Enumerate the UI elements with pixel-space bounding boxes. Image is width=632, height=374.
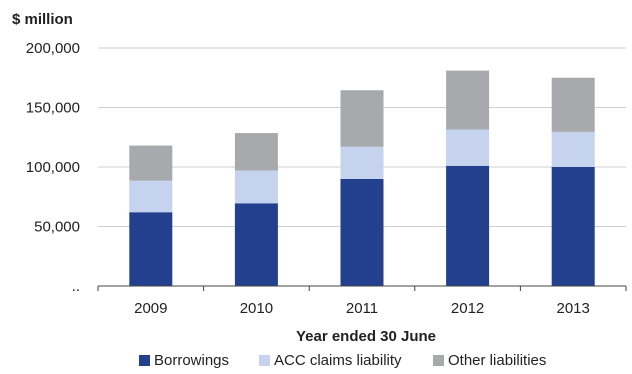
legend-label-1: ACC claims liability	[274, 352, 402, 369]
x-tick-label-2010: 2010	[240, 300, 273, 317]
legend-swatch-0	[139, 355, 150, 366]
bar-segment-other-liabilities-2009	[129, 145, 173, 181]
bar-segment-other-liabilities-2013	[551, 77, 595, 132]
bar-segment-borrowings-2010	[234, 203, 278, 286]
legend-swatch-2	[433, 355, 444, 366]
y-tick-label: 150,000	[26, 100, 80, 117]
y-unit-label: $ million	[12, 11, 73, 28]
y-tick-label: 100,000	[26, 159, 80, 176]
legend: Borrowings ACC claims liability Other liab…	[139, 352, 546, 369]
x-axis-ticks: 2009 2010 2011 2012 2013	[97, 286, 627, 317]
bar-segment-acc-claims-liability-2009	[129, 180, 173, 213]
bar-segment-other-liabilities-2012	[446, 70, 490, 130]
bar-segment-other-liabilities-2010	[234, 133, 278, 171]
bar-segment-borrowings-2011	[340, 178, 384, 286]
legend-label-0: Borrowings	[154, 352, 229, 369]
bar-segment-borrowings-2013	[551, 167, 595, 286]
bar-segment-acc-claims-liability-2013	[551, 131, 595, 167]
y-tick-label: ..	[72, 278, 80, 295]
bar-segment-acc-claims-liability-2010	[234, 170, 278, 204]
y-tick-label: 50,000	[34, 219, 80, 236]
x-tick-label-2009: 2009	[134, 300, 167, 317]
bar-segment-other-liabilities-2011	[340, 90, 384, 147]
y-axis-ticks: .. 50,000 100,000 150,000 200,000	[26, 40, 80, 295]
legend-swatch-1	[259, 355, 270, 366]
bar-segment-borrowings-2012	[446, 165, 490, 286]
legend-label-2: Other liabilities	[448, 352, 546, 369]
bar-segment-borrowings-2009	[129, 212, 173, 286]
bar-segment-acc-claims-liability-2012	[446, 129, 490, 166]
x-tick-label-2011: 2011	[346, 300, 378, 317]
x-tick-label-2013: 2013	[557, 300, 590, 317]
x-tick-label-2012: 2012	[451, 300, 484, 317]
bar-segment-acc-claims-liability-2011	[340, 146, 384, 179]
y-tick-label: 200,000	[26, 40, 80, 57]
x-axis-title: Year ended 30 June	[296, 328, 436, 345]
bars	[129, 70, 595, 286]
